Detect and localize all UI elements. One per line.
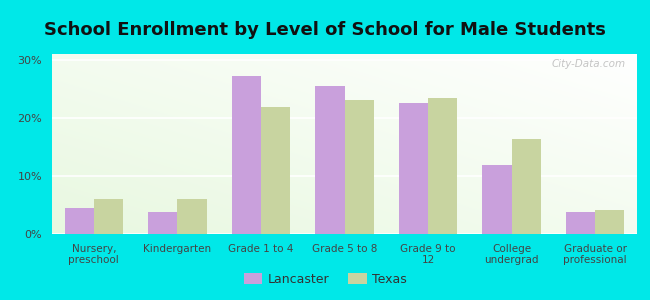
Bar	[148, 212, 177, 234]
Bar	[512, 140, 541, 234]
Text: City-Data.com: City-Data.com	[551, 59, 625, 69]
Bar	[428, 98, 458, 234]
Bar	[231, 76, 261, 234]
Bar	[315, 86, 344, 234]
Bar	[177, 199, 207, 234]
Bar	[64, 208, 94, 234]
Legend: Lancaster, Texas: Lancaster, Texas	[239, 268, 411, 291]
Bar	[399, 103, 428, 234]
Bar	[482, 166, 512, 234]
Bar	[566, 212, 595, 234]
Bar	[261, 107, 290, 234]
Bar	[595, 210, 625, 234]
Bar	[94, 199, 123, 234]
Bar	[344, 100, 374, 234]
Text: School Enrollment by Level of School for Male Students: School Enrollment by Level of School for…	[44, 21, 606, 39]
